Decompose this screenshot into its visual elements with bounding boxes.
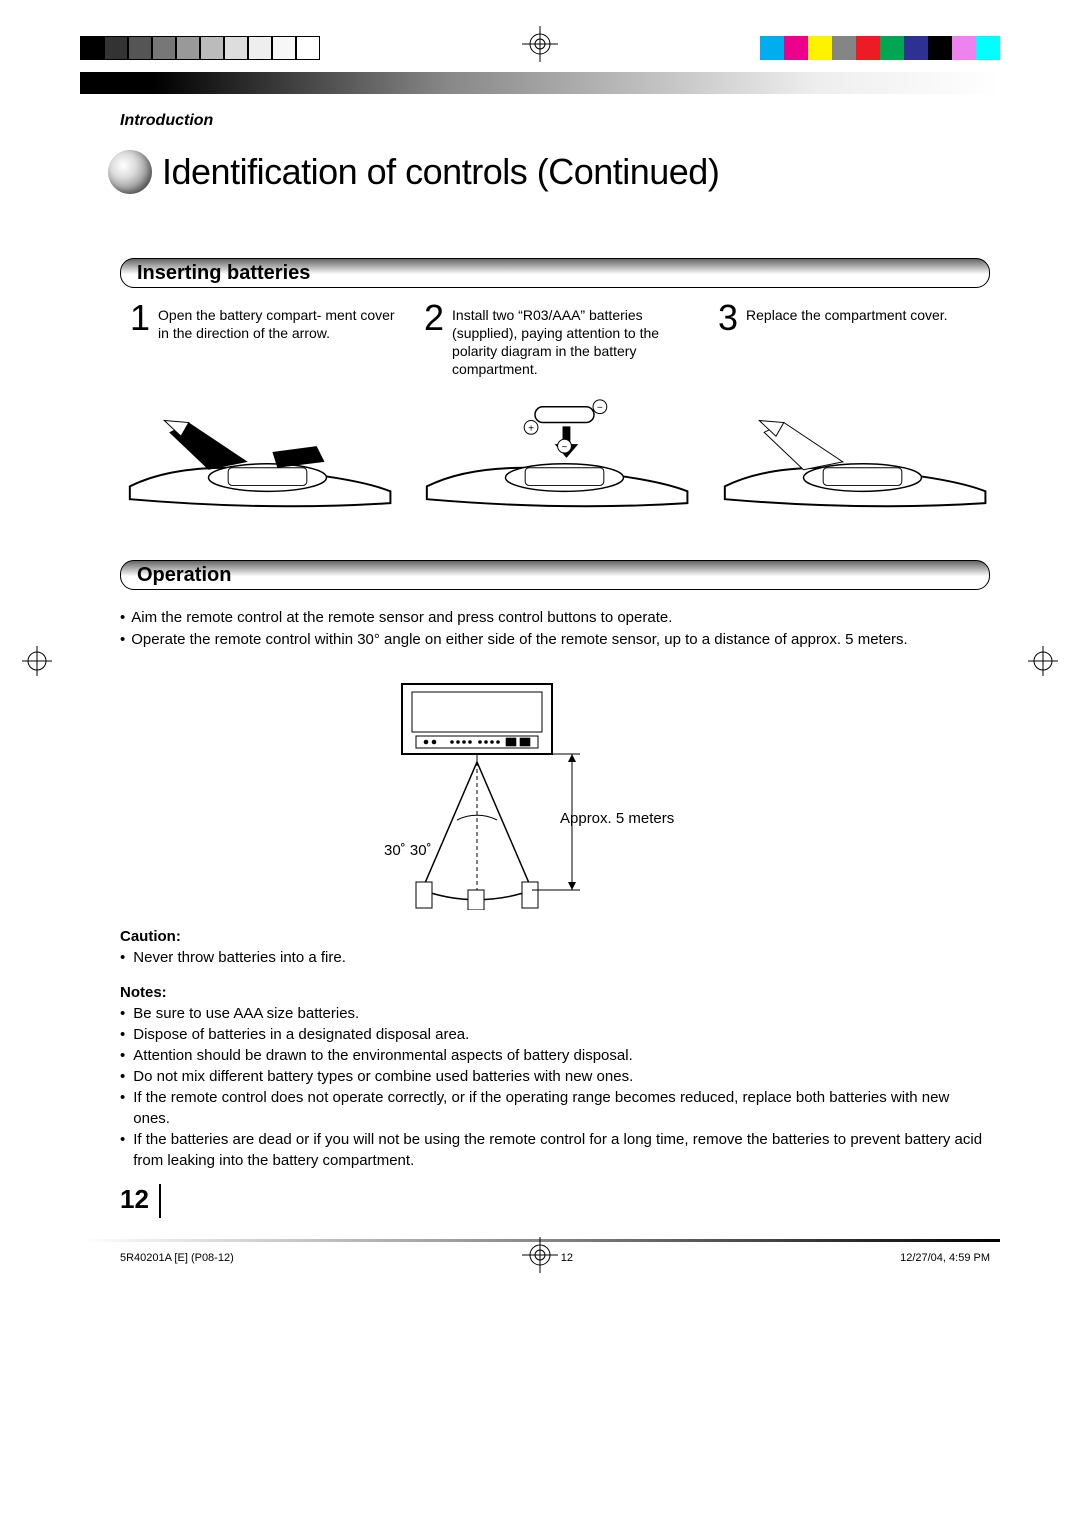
svg-text:+: + [529,423,535,434]
printer-swatch [176,36,200,60]
caution-heading: Caution: [120,926,990,947]
title-bullet-icon [108,150,152,194]
section-title-operation: Operation [137,564,231,587]
section-bar-inserting: Inserting batteries [120,258,990,288]
footer-doc-id: 5R40201A [E] (P08-12) [120,1252,234,1264]
section-label: Introduction [120,112,213,130]
printer-swatch [200,36,224,60]
printer-swatch [760,36,784,60]
registration-mark-top [522,26,558,67]
page-number-divider [159,1184,161,1218]
printer-swatch [832,36,856,60]
diagram-step-1 [120,392,395,512]
printer-swatch [904,36,928,60]
step-1-text: Open the battery compart- ment cover in … [158,306,402,342]
printer-swatch [128,36,152,60]
step-3-number: 3 [718,302,738,334]
header-gradient-strip [80,72,1000,94]
printer-swatch [952,36,976,60]
printer-swatch [80,36,104,60]
step-2-number: 2 [424,302,444,378]
registration-mark-right [1028,646,1058,681]
step-2: 2 Install two “R03/AAA” batteries (suppl… [424,302,696,378]
list-item: • If the remote control does not operate… [120,1087,990,1129]
list-item: • Do not mix different battery types or … [120,1066,990,1087]
step-3-text: Replace the compartment cover. [746,306,948,334]
page-number: 12 [120,1184,149,1215]
footer-timestamp: 12/27/04, 4:59 PM [900,1252,990,1264]
step-3: 3 Replace the compartment cover. [718,302,990,378]
list-item: • Be sure to use AAA size batteries. [120,1003,990,1024]
operation-bullet-1: Aim the remote control at the remote sen… [131,608,672,628]
printer-swatch [152,36,176,60]
list-item: • If the batteries are dead or if you wi… [120,1129,990,1171]
caution-list: • Never throw batteries into a fire. [120,947,990,968]
registration-mark-left [22,646,52,681]
list-item: • Attention should be drawn to the envir… [120,1045,990,1066]
printer-swatch [856,36,880,60]
printer-swatch [808,36,832,60]
operation-bullets: •Aim the remote control at the remote se… [120,608,990,652]
operation-distance-label: Approx. 5 meters [560,810,674,827]
printer-swatch [272,36,296,60]
printer-swatch [224,36,248,60]
section-title-inserting: Inserting batteries [137,262,310,285]
printer-swatch [104,36,128,60]
steps-row: 1 Open the battery compart- ment cover i… [130,302,990,378]
svg-text:−: − [597,403,603,414]
step-2-text: Install two “R03/AAA” batteries (supplie… [452,306,696,378]
printer-swatch [976,36,1000,60]
operation-bullet-2: Operate the remote control within 30° an… [131,630,907,650]
printer-swatch [248,36,272,60]
operation-diagram [372,680,712,910]
printer-swatch [296,36,320,60]
page-title: Identification of controls (Continued) [162,151,719,193]
registration-mark-bottom [522,1237,558,1278]
diagram-step-3 [715,392,990,512]
printer-swatch [928,36,952,60]
diagram-step-2: + − − [417,392,692,512]
step-1-number: 1 [130,302,150,342]
list-item: • Never throw batteries into a fire. [120,947,990,968]
svg-text:−: − [562,442,568,453]
section-bar-operation: Operation [120,560,990,590]
printer-swatch [784,36,808,60]
footer-sheet-num: 12 [561,1252,573,1264]
operation-angle-label: 30˚ 30˚ [384,842,432,859]
notes-heading: Notes: [120,982,990,1003]
printer-swatch [880,36,904,60]
list-item: • Dispose of batteries in a designated d… [120,1024,990,1045]
notes-list: • Be sure to use AAA size batteries.• Di… [120,1003,990,1171]
step-1: 1 Open the battery compart- ment cover i… [130,302,402,378]
